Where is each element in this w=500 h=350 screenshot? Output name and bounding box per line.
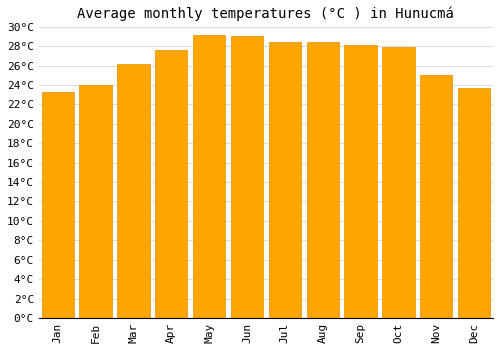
Bar	[80, 85, 112, 318]
Title: Average monthly temperatures (°C ) in Hunucmá: Average monthly temperatures (°C ) in Hu…	[78, 7, 454, 21]
Bar	[193, 35, 225, 318]
Bar	[231, 36, 263, 318]
Bar	[155, 50, 188, 318]
Bar	[306, 42, 339, 318]
Bar	[118, 64, 150, 318]
Bar	[344, 45, 376, 318]
Bar	[42, 92, 74, 318]
Bar	[382, 47, 414, 318]
Bar	[420, 75, 452, 318]
Bar	[458, 88, 490, 318]
Bar	[269, 42, 301, 318]
